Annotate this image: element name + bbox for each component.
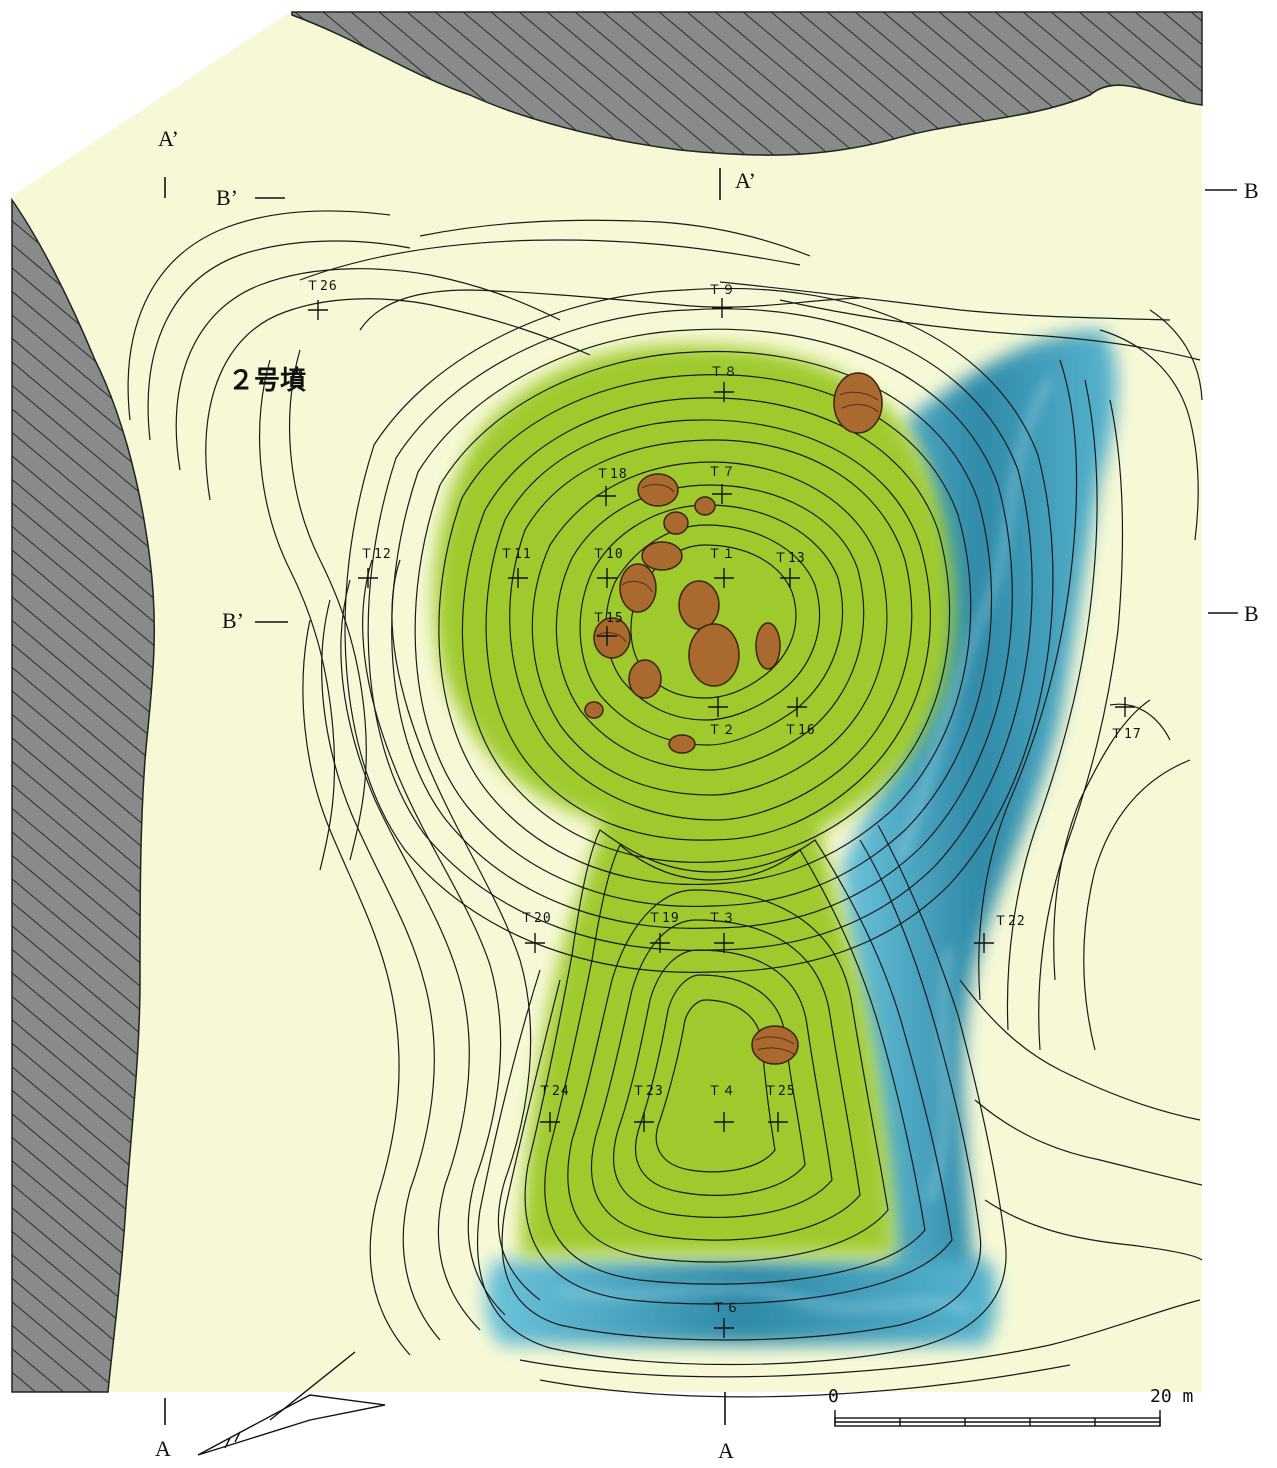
survey-point-label-t20: Ｔ20	[520, 911, 552, 926]
survey-point-label-t15: Ｔ15	[592, 611, 624, 626]
survey-point-label-t8: Ｔ８	[710, 365, 739, 380]
survey-point-label-t13: Ｔ13	[774, 551, 806, 566]
moat	[484, 330, 1117, 1345]
section-label-b-prime-top: B’	[216, 185, 238, 210]
section-label-b-top: B	[1244, 178, 1259, 203]
survey-point-label-t25: Ｔ25	[764, 1084, 796, 1099]
survey-point-label-t16: Ｔ16	[784, 723, 816, 738]
scale-start-label: 0	[828, 1386, 839, 1407]
survey-point-label-t2: Ｔ２	[708, 723, 737, 738]
survey-point-label-t3: Ｔ３	[708, 911, 737, 926]
section-label-a-center: A	[718, 1438, 734, 1463]
section-label-a-left: A	[155, 1436, 171, 1461]
survey-point-label-t11: Ｔ11	[500, 547, 532, 562]
survey-point-markers	[308, 298, 1135, 1338]
north-arrow-icon	[197, 1351, 386, 1456]
survey-point-label-t17: Ｔ17	[1110, 727, 1142, 742]
section-label-a-prime-left: A’	[158, 126, 179, 151]
mound	[434, 344, 954, 1255]
survey-point-label-t19: Ｔ19	[648, 911, 680, 926]
section-label-b-mid: B	[1244, 601, 1259, 626]
survey-point-label-t23: Ｔ23	[632, 1084, 664, 1099]
section-label-a-prime-center: A’	[735, 168, 756, 193]
survey-point-label-t7: Ｔ７	[708, 465, 737, 480]
survey-point-label-t12: Ｔ12	[360, 547, 392, 562]
survey-point-label-t26: Ｔ26	[306, 279, 338, 294]
survey-point-label-t4: Ｔ４	[708, 1084, 737, 1099]
survey-point-label-t10: Ｔ10	[592, 547, 624, 562]
survey-point-label-t6: Ｔ６	[712, 1301, 741, 1316]
section-label-b-prime-mid: B’	[222, 608, 244, 633]
hatched-zone-top	[291, 11, 1203, 156]
scale-bar	[834, 1410, 1161, 1427]
stones	[584, 372, 883, 1065]
survey-point-label-t22: Ｔ22	[994, 914, 1026, 929]
survey-point-label-t1: Ｔ１	[708, 547, 737, 562]
survey-point-label-t24: Ｔ24	[538, 1084, 570, 1099]
scale-end-label: 20 m	[1150, 1386, 1194, 1407]
hatched-zone-left	[11, 197, 156, 1393]
survey-point-label-t9: Ｔ９	[708, 283, 737, 298]
survey-point-label-t18: Ｔ18	[596, 467, 628, 482]
section-line-markers	[164, 168, 1238, 1425]
site-name-label: ２号墳	[228, 366, 307, 396]
